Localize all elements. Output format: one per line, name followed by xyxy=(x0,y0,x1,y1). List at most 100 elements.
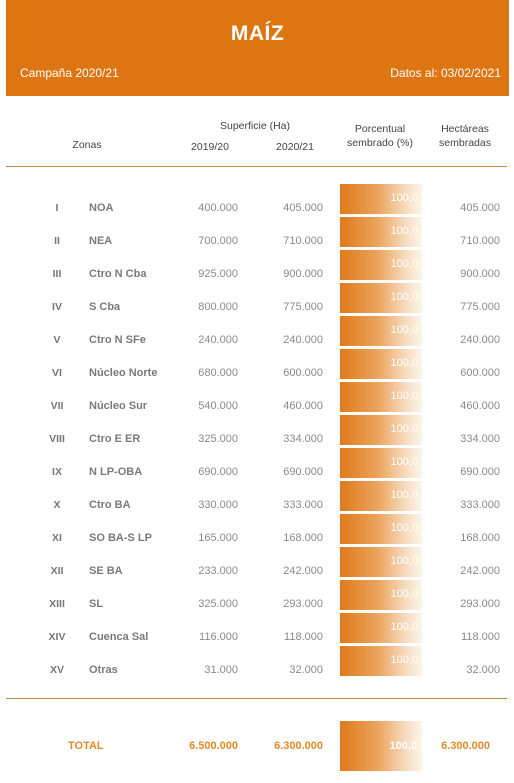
percent-sown-bar: 100,0 xyxy=(340,448,422,478)
zone-number: III xyxy=(52,268,62,280)
percent-sown-value: 100,0 xyxy=(390,522,418,534)
hectares-sown: 240.000 xyxy=(460,334,500,346)
zone-number: XIII xyxy=(49,598,65,610)
surface-2020: 334.000 xyxy=(283,433,323,445)
column-header-percent-line2: sembrado (%) xyxy=(347,137,413,149)
zone-number: XI xyxy=(52,532,62,544)
hectares-sown: 600.000 xyxy=(460,367,500,379)
percent-sown-bar: 100,0 xyxy=(340,349,422,379)
percent-sown-bar: 100,0 xyxy=(340,382,422,412)
hectares-sown: 900.000 xyxy=(460,268,500,280)
column-header-percent: Porcentual sembrado (%) xyxy=(335,122,425,150)
surface-2019: 325.000 xyxy=(198,433,238,445)
surface-2019: 540.000 xyxy=(198,400,238,412)
hectares-sown: 775.000 xyxy=(460,301,500,313)
column-header-year-2020: 2020/21 xyxy=(276,141,314,153)
percent-sown-value: 100,0 xyxy=(390,621,418,633)
hectares-sown: 293.000 xyxy=(460,598,500,610)
surface-2019: 31.000 xyxy=(204,664,238,676)
percent-sown-bar: 100,0 xyxy=(340,547,422,577)
header-banner: MAÍZ Campaña 2020/21 Datos al: 03/02/202… xyxy=(6,0,509,96)
percent-sown-bar: 100,0 xyxy=(340,250,422,280)
hectares-sown: 242.000 xyxy=(460,565,500,577)
surface-2019: 325.000 xyxy=(198,598,238,610)
zone-name: SO BA-S LP xyxy=(89,532,152,544)
zone-number: XIV xyxy=(48,631,66,643)
zone-name: Cuenca Sal xyxy=(89,631,149,643)
hectares-sown: 334.000 xyxy=(460,433,500,445)
zone-number: IX xyxy=(52,466,62,478)
surface-2020: 240.000 xyxy=(283,334,323,346)
page-title: MAÍZ xyxy=(230,22,285,45)
percent-sown-bar: 100,0 xyxy=(340,184,422,214)
percent-sown-value: 100,0 xyxy=(390,225,418,237)
total-divider xyxy=(6,698,507,699)
zone-number: II xyxy=(54,235,60,247)
surface-2019: 800.000 xyxy=(198,301,238,313)
percent-sown-bar: 100,0 xyxy=(340,217,422,247)
surface-2020: 690.000 xyxy=(283,466,323,478)
surface-2020: 600.000 xyxy=(283,367,323,379)
total-surface-2019: 6.500.000 xyxy=(189,740,238,752)
hectares-sown: 405.000 xyxy=(460,202,500,214)
hectares-sown: 32.000 xyxy=(466,664,500,676)
percent-sown-bar: 100,0 xyxy=(340,283,422,313)
surface-2019: 690.000 xyxy=(198,466,238,478)
percent-sown-value: 100,0 xyxy=(390,555,418,567)
zone-number: V xyxy=(53,334,61,346)
percent-sown-value: 100,0 xyxy=(390,456,418,468)
percent-sown-value: 100,0 xyxy=(390,291,418,303)
zone-name: NEA xyxy=(89,235,113,247)
zone-name: SE BA xyxy=(89,565,123,577)
surface-2020: 118.000 xyxy=(284,631,323,643)
zone-name: N LP-OBA xyxy=(89,466,143,478)
surface-2019: 680.000 xyxy=(198,367,238,379)
zone-name: NOA xyxy=(89,202,114,214)
data-date-label: Datos al: 03/02/2021 xyxy=(390,66,501,80)
zone-name: Ctro BA xyxy=(89,499,131,511)
zone-number: X xyxy=(53,499,61,511)
percent-sown-value: 100,0 xyxy=(390,423,418,435)
zone-number: XV xyxy=(49,664,64,676)
surface-2020: 242.000 xyxy=(283,565,323,577)
surface-2020: 460.000 xyxy=(283,400,323,412)
zone-name: Ctro N Cba xyxy=(89,268,147,280)
zone-number: I xyxy=(55,202,59,214)
percent-sown-bar: 100,0 xyxy=(340,514,422,544)
surface-2020: 405.000 xyxy=(283,202,323,214)
hectares-sown: 168.000 xyxy=(460,532,500,544)
percent-sown-bar: 100,0 xyxy=(340,613,422,643)
percent-sown-bar: 100,0 xyxy=(340,580,422,610)
surface-2020: 293.000 xyxy=(283,598,323,610)
surface-2020: 168.000 xyxy=(283,532,323,544)
hectares-sown: 333.000 xyxy=(460,499,500,511)
zone-name: Núcleo Norte xyxy=(89,367,158,379)
surface-2019: 116.000 xyxy=(199,631,238,643)
surface-2020: 775.000 xyxy=(283,301,323,313)
campaign-label: Campaña 2020/21 xyxy=(20,66,119,80)
column-header-hectares: Hectáreas sembradas xyxy=(425,122,505,150)
zone-number: VIII xyxy=(49,433,65,445)
percent-sown-value: 100,0 xyxy=(390,390,418,402)
percent-sown-value: 100,0 xyxy=(390,324,418,336)
surface-2020: 900.000 xyxy=(283,268,323,280)
column-header-surface: Superficie (Ha) xyxy=(219,120,291,132)
percent-sown-value: 100,0 xyxy=(390,357,418,369)
zone-name: S Cba xyxy=(89,301,121,313)
zone-name: Núcleo Sur xyxy=(89,400,148,412)
column-header-year-2019: 2019/20 xyxy=(191,141,229,153)
hectares-sown: 710.000 xyxy=(460,235,500,247)
zone-number: VII xyxy=(50,400,64,412)
surface-2019: 330.000 xyxy=(198,499,238,511)
surface-2020: 32.000 xyxy=(289,664,323,676)
hectares-sown: 460.000 xyxy=(460,400,500,412)
total-surface-2020: 6.300.000 xyxy=(274,740,323,752)
zone-name: Ctro N SFe xyxy=(89,334,146,346)
zone-number: VI xyxy=(52,367,62,379)
surface-2019: 240.000 xyxy=(198,334,238,346)
total-label: TOTAL xyxy=(68,740,104,752)
column-header-percent-line1: Porcentual xyxy=(354,123,406,135)
zone-number: XII xyxy=(50,565,64,577)
surface-2019: 700.000 xyxy=(198,235,238,247)
percent-sown-value: 100,0 xyxy=(390,258,418,270)
